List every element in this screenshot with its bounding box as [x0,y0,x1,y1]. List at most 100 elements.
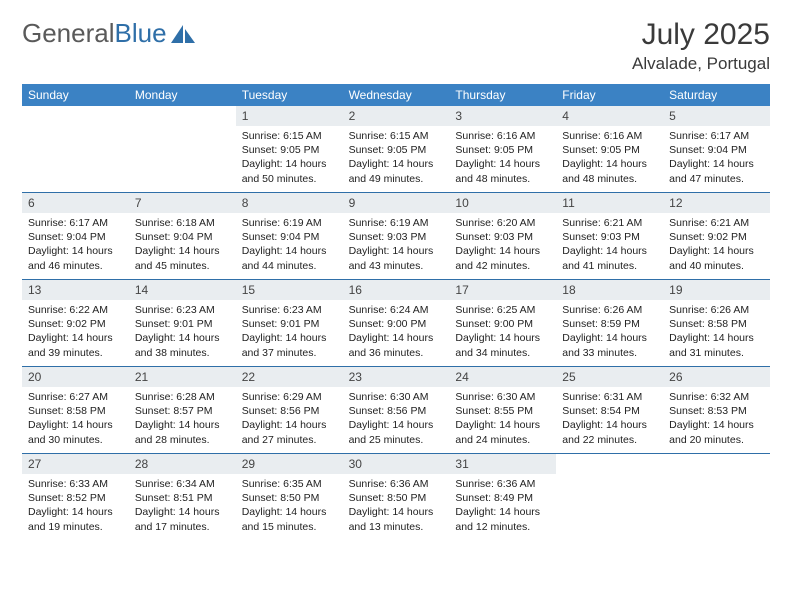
calendar-cell: . [22,106,129,192]
weekday-header: Friday [556,84,663,106]
weekday-header: Sunday [22,84,129,106]
logo-word-1: General [22,18,115,48]
calendar-cell: 23Sunrise: 6:30 AMSunset: 8:56 PMDayligh… [343,367,450,453]
calendar-cell: 8Sunrise: 6:19 AMSunset: 9:04 PMDaylight… [236,193,343,279]
day-number: 8 [236,193,343,213]
day-details: Sunrise: 6:36 AMSunset: 8:49 PMDaylight:… [449,474,556,539]
day-details: Sunrise: 6:19 AMSunset: 9:03 PMDaylight:… [343,213,450,278]
calendar-week: 20Sunrise: 6:27 AMSunset: 8:58 PMDayligh… [22,367,770,454]
calendar-cell: 6Sunrise: 6:17 AMSunset: 9:04 PMDaylight… [22,193,129,279]
calendar-cell: 11Sunrise: 6:21 AMSunset: 9:03 PMDayligh… [556,193,663,279]
day-details: Sunrise: 6:34 AMSunset: 8:51 PMDaylight:… [129,474,236,539]
weekday-header-row: SundayMondayTuesdayWednesdayThursdayFrid… [22,84,770,106]
day-number: 15 [236,280,343,300]
day-details: Sunrise: 6:29 AMSunset: 8:56 PMDaylight:… [236,387,343,452]
calendar-cell: 12Sunrise: 6:21 AMSunset: 9:02 PMDayligh… [663,193,770,279]
logo: GeneralBlue [22,18,199,49]
day-details: Sunrise: 6:21 AMSunset: 9:02 PMDaylight:… [663,213,770,278]
day-details: Sunrise: 6:26 AMSunset: 8:58 PMDaylight:… [663,300,770,365]
calendar-cell: 2Sunrise: 6:15 AMSunset: 9:05 PMDaylight… [343,106,450,192]
calendar-cell: 9Sunrise: 6:19 AMSunset: 9:03 PMDaylight… [343,193,450,279]
weekday-header: Thursday [449,84,556,106]
day-details: Sunrise: 6:17 AMSunset: 9:04 PMDaylight:… [663,126,770,191]
day-number: 29 [236,454,343,474]
day-number: 19 [663,280,770,300]
day-number: 1 [236,106,343,126]
calendar-cell: 30Sunrise: 6:36 AMSunset: 8:50 PMDayligh… [343,454,450,540]
calendar-cell: 7Sunrise: 6:18 AMSunset: 9:04 PMDaylight… [129,193,236,279]
header-bar: GeneralBlue July 2025 Alvalade, Portugal [22,18,770,74]
day-details: Sunrise: 6:28 AMSunset: 8:57 PMDaylight:… [129,387,236,452]
calendar-cell: 31Sunrise: 6:36 AMSunset: 8:49 PMDayligh… [449,454,556,540]
day-number: 26 [663,367,770,387]
month-title: July 2025 [632,18,770,52]
calendar-cell: 28Sunrise: 6:34 AMSunset: 8:51 PMDayligh… [129,454,236,540]
day-number: 13 [22,280,129,300]
day-number: 7 [129,193,236,213]
calendar-cell: 26Sunrise: 6:32 AMSunset: 8:53 PMDayligh… [663,367,770,453]
day-number: 18 [556,280,663,300]
day-details: Sunrise: 6:30 AMSunset: 8:56 PMDaylight:… [343,387,450,452]
day-number: 21 [129,367,236,387]
day-details: Sunrise: 6:33 AMSunset: 8:52 PMDaylight:… [22,474,129,539]
day-number: 17 [449,280,556,300]
day-details: Sunrise: 6:26 AMSunset: 8:59 PMDaylight:… [556,300,663,365]
calendar-cell: 3Sunrise: 6:16 AMSunset: 9:05 PMDaylight… [449,106,556,192]
logo-text: GeneralBlue [22,18,167,49]
day-details: Sunrise: 6:20 AMSunset: 9:03 PMDaylight:… [449,213,556,278]
calendar-cell: 4Sunrise: 6:16 AMSunset: 9:05 PMDaylight… [556,106,663,192]
day-details: Sunrise: 6:19 AMSunset: 9:04 PMDaylight:… [236,213,343,278]
day-details: Sunrise: 6:16 AMSunset: 9:05 PMDaylight:… [449,126,556,191]
day-number: 2 [343,106,450,126]
calendar-week: . . 1Sunrise: 6:15 AMSunset: 9:05 PMDayl… [22,106,770,193]
day-number: 24 [449,367,556,387]
calendar-cell: 29Sunrise: 6:35 AMSunset: 8:50 PMDayligh… [236,454,343,540]
day-number: 31 [449,454,556,474]
day-number: 3 [449,106,556,126]
day-number: 10 [449,193,556,213]
day-details: Sunrise: 6:24 AMSunset: 9:00 PMDaylight:… [343,300,450,365]
day-number: 9 [343,193,450,213]
calendar-cell: 10Sunrise: 6:20 AMSunset: 9:03 PMDayligh… [449,193,556,279]
calendar-cell: 18Sunrise: 6:26 AMSunset: 8:59 PMDayligh… [556,280,663,366]
calendar-cell: 25Sunrise: 6:31 AMSunset: 8:54 PMDayligh… [556,367,663,453]
calendar-cell: 14Sunrise: 6:23 AMSunset: 9:01 PMDayligh… [129,280,236,366]
day-details: Sunrise: 6:23 AMSunset: 9:01 PMDaylight:… [236,300,343,365]
day-number: 5 [663,106,770,126]
day-number: 14 [129,280,236,300]
day-details: Sunrise: 6:21 AMSunset: 9:03 PMDaylight:… [556,213,663,278]
calendar-week: 6Sunrise: 6:17 AMSunset: 9:04 PMDaylight… [22,193,770,280]
calendar-cell: 22Sunrise: 6:29 AMSunset: 8:56 PMDayligh… [236,367,343,453]
calendar-cell: 5Sunrise: 6:17 AMSunset: 9:04 PMDaylight… [663,106,770,192]
day-number: 27 [22,454,129,474]
weekday-header: Monday [129,84,236,106]
calendar-cell: 27Sunrise: 6:33 AMSunset: 8:52 PMDayligh… [22,454,129,540]
day-details: Sunrise: 6:27 AMSunset: 8:58 PMDaylight:… [22,387,129,452]
calendar-cell: . [663,454,770,540]
day-number: 22 [236,367,343,387]
day-details: Sunrise: 6:30 AMSunset: 8:55 PMDaylight:… [449,387,556,452]
day-details: Sunrise: 6:35 AMSunset: 8:50 PMDaylight:… [236,474,343,539]
day-details: Sunrise: 6:23 AMSunset: 9:01 PMDaylight:… [129,300,236,365]
calendar-cell: 1Sunrise: 6:15 AMSunset: 9:05 PMDaylight… [236,106,343,192]
calendar-week: 27Sunrise: 6:33 AMSunset: 8:52 PMDayligh… [22,454,770,540]
calendar-cell: 13Sunrise: 6:22 AMSunset: 9:02 PMDayligh… [22,280,129,366]
day-number: 11 [556,193,663,213]
day-details: Sunrise: 6:16 AMSunset: 9:05 PMDaylight:… [556,126,663,191]
calendar-cell: 21Sunrise: 6:28 AMSunset: 8:57 PMDayligh… [129,367,236,453]
day-number: 6 [22,193,129,213]
day-number: 20 [22,367,129,387]
day-details: Sunrise: 6:18 AMSunset: 9:04 PMDaylight:… [129,213,236,278]
day-number: 16 [343,280,450,300]
day-number: 23 [343,367,450,387]
logo-word-2: Blue [115,18,167,48]
day-number: 30 [343,454,450,474]
location-label: Alvalade, Portugal [632,54,770,74]
day-details: Sunrise: 6:25 AMSunset: 9:00 PMDaylight:… [449,300,556,365]
logo-sail-icon [169,23,199,45]
calendar-cell: 15Sunrise: 6:23 AMSunset: 9:01 PMDayligh… [236,280,343,366]
weekday-header: Tuesday [236,84,343,106]
day-details: Sunrise: 6:36 AMSunset: 8:50 PMDaylight:… [343,474,450,539]
calendar-cell: . [129,106,236,192]
calendar-cell: 24Sunrise: 6:30 AMSunset: 8:55 PMDayligh… [449,367,556,453]
